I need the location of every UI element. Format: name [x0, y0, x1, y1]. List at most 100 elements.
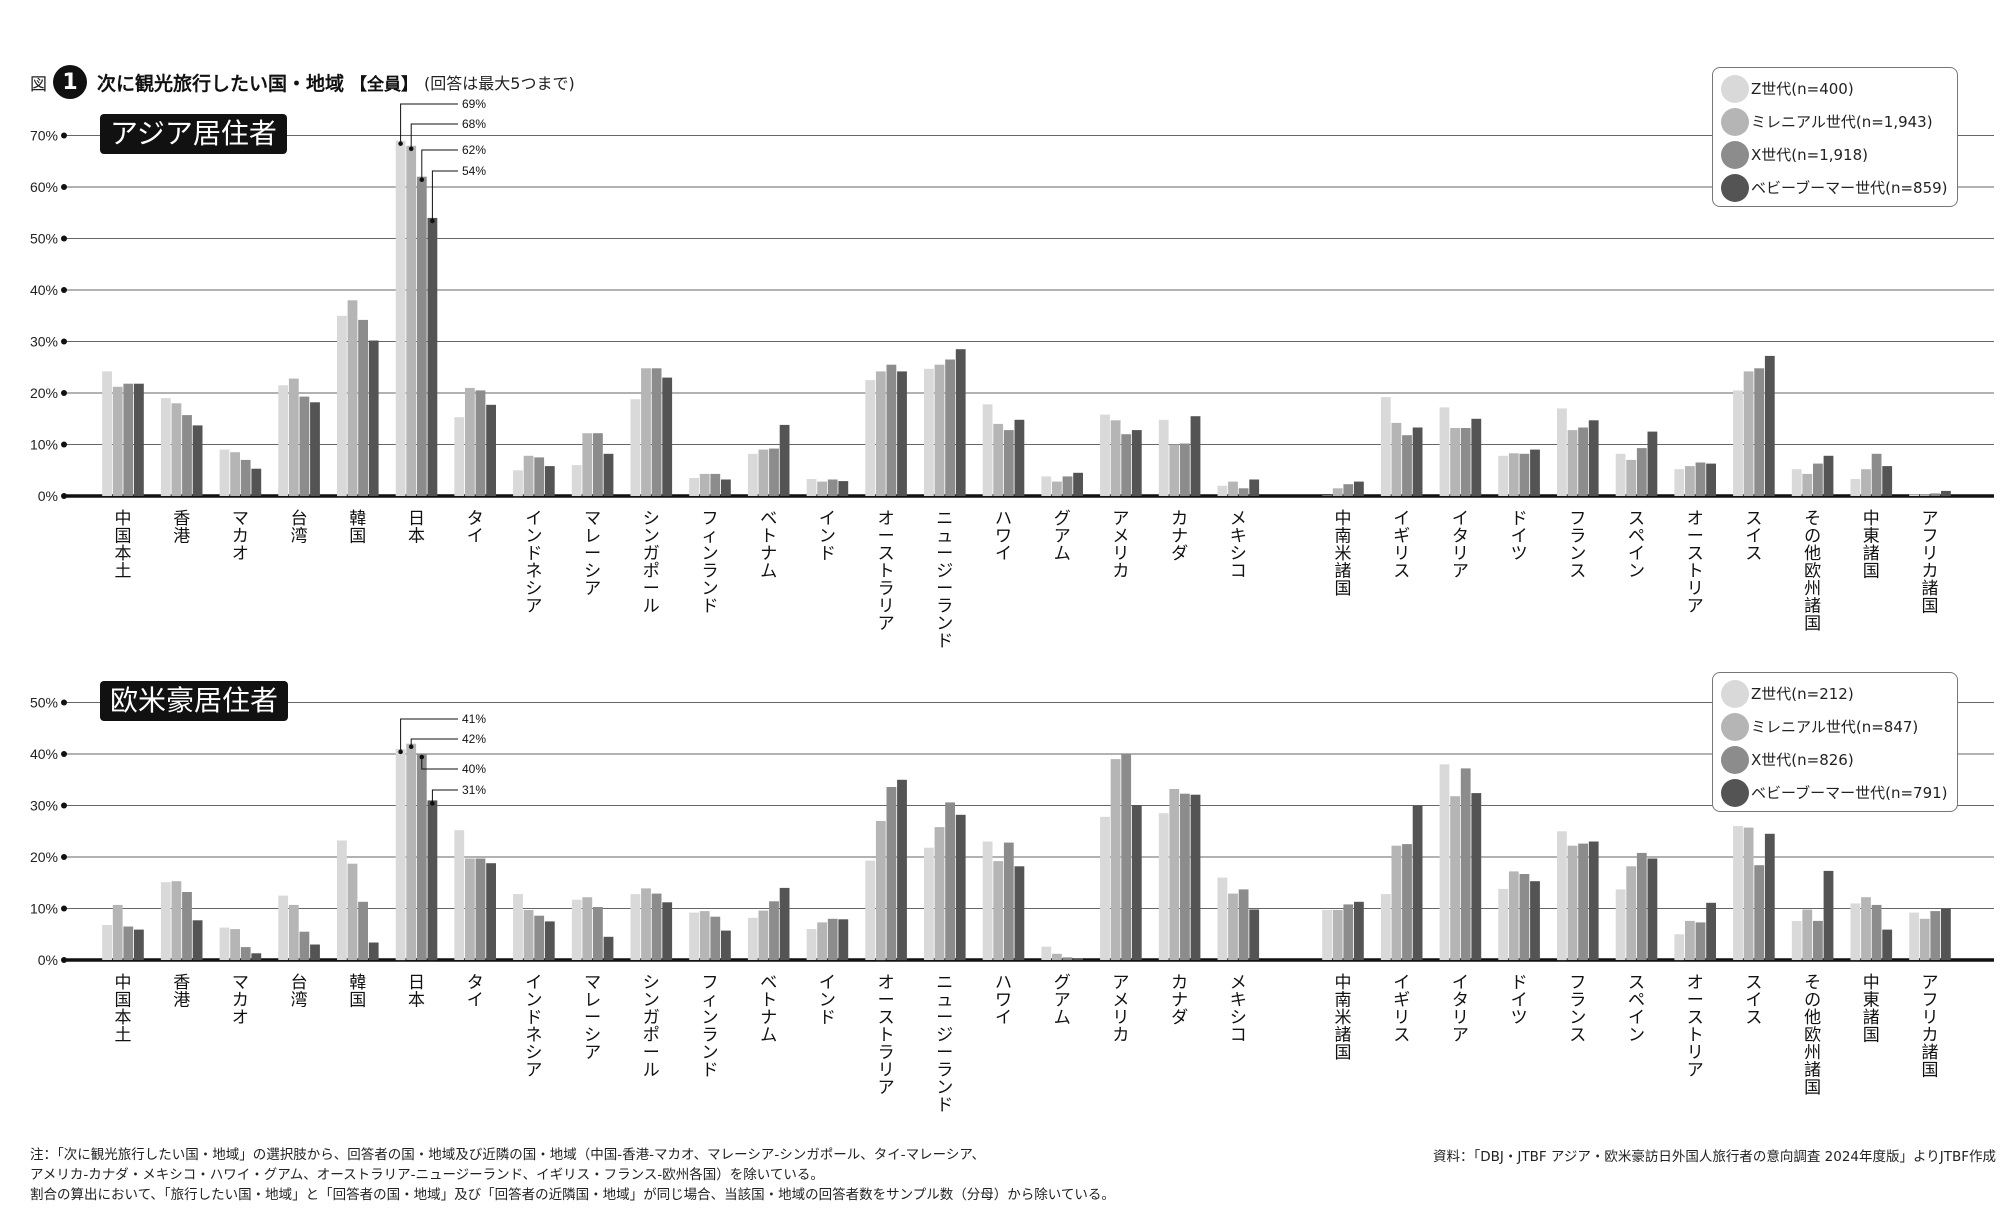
- category-label-char: 土: [115, 562, 132, 582]
- bar: [278, 895, 289, 960]
- bar: [1871, 904, 1882, 960]
- bar: [865, 860, 876, 960]
- bar: [955, 349, 966, 496]
- category-label-char: キ: [1230, 527, 1247, 547]
- category-label: カナダ: [1171, 973, 1188, 1028]
- bar: [1941, 490, 1951, 497]
- bar: [630, 399, 641, 496]
- category-label-char: ス: [1745, 973, 1762, 993]
- bar: [1674, 469, 1685, 496]
- bar: [641, 368, 651, 496]
- category-label-char: ア: [1922, 509, 1939, 529]
- category-label-char: ー: [936, 544, 953, 564]
- category-label-char: 国: [1335, 579, 1352, 599]
- bar: [886, 787, 897, 960]
- category-label-char: カ: [1922, 1026, 1939, 1046]
- bar: [1823, 870, 1834, 960]
- category-label-char: ド: [936, 1096, 953, 1116]
- bar: [875, 821, 886, 961]
- bar: [1180, 443, 1190, 496]
- category-label: フィンランド: [702, 973, 719, 1081]
- bar: [523, 455, 534, 496]
- category-label-char: メ: [1112, 527, 1129, 547]
- y-tick-label: 0%: [38, 952, 58, 968]
- category-label-char: ム: [760, 1026, 777, 1046]
- category-label: イタリア: [1452, 973, 1469, 1046]
- category-label-char: タ: [1452, 527, 1469, 547]
- bar: [1332, 488, 1343, 496]
- annotation-label: 40%: [462, 762, 486, 776]
- category-label-char: ン: [1569, 1008, 1586, 1028]
- bar: [593, 433, 603, 496]
- category-label: その他欧州諸国: [1804, 973, 1821, 1098]
- category-label-char: ー: [584, 544, 601, 564]
- bar: [1062, 476, 1073, 496]
- category-label-char: リ: [1687, 579, 1704, 599]
- legend-swatch: [1721, 107, 1749, 136]
- category-label-char: ス: [1393, 1026, 1410, 1046]
- legend-item: Z世代(n=212): [1713, 677, 1957, 710]
- bar: [769, 448, 779, 496]
- category-label-char: リ: [878, 1061, 895, 1081]
- legend-item: Z世代(n=400): [1713, 72, 1957, 105]
- category-label-char: ペ: [1628, 527, 1645, 547]
- category-label: アフリカ諸国: [1922, 973, 1939, 1081]
- category-label-char: リ: [878, 597, 895, 617]
- y-tick-label: 10%: [30, 437, 58, 453]
- bar: [651, 368, 662, 496]
- bar: [1041, 476, 1052, 496]
- category-label: アメリカ: [1112, 509, 1129, 582]
- bar: [1052, 481, 1062, 496]
- bar: [1041, 946, 1052, 960]
- bar: [513, 894, 523, 960]
- category-label: シンガポール: [643, 973, 660, 1081]
- category-label: ベトナム: [760, 509, 777, 582]
- bar: [1003, 430, 1014, 496]
- category-label-char: 他: [1804, 544, 1821, 564]
- category-label-char: ド: [819, 1008, 836, 1028]
- category-label-char: 諸: [1863, 1008, 1880, 1028]
- bar: [337, 315, 347, 497]
- annotation-label: 69%: [462, 97, 486, 111]
- y-tick-dot: [61, 441, 67, 448]
- annotation-leader: [400, 103, 458, 144]
- y-tick-label: 40%: [30, 746, 58, 762]
- bar: [240, 459, 251, 496]
- category-label-char: イ: [525, 973, 542, 993]
- category-label-char: ン: [702, 579, 719, 599]
- category-label-char: 本: [115, 1008, 132, 1028]
- y-tick-label: 60%: [30, 179, 58, 195]
- bar: [747, 917, 758, 960]
- category-label-char: ジ: [936, 1026, 953, 1046]
- category-label-char: ン: [702, 1043, 719, 1063]
- category-label-char: メ: [1230, 509, 1247, 529]
- bar: [924, 368, 934, 496]
- bar: [454, 417, 465, 496]
- category-label-char: ナ: [1171, 527, 1188, 547]
- legend-item: X世代(n=826): [1713, 743, 1957, 776]
- legend-label: ミレニアル世代(n=1,943): [1751, 113, 1933, 131]
- bar: [1578, 843, 1588, 960]
- legend-label: Z世代(n=212): [1751, 685, 1854, 703]
- category-label-char: 湾: [291, 991, 308, 1011]
- annotation-leader: [431, 789, 458, 804]
- legend-item: X世代(n=1,918): [1713, 138, 1957, 171]
- bar: [886, 364, 897, 496]
- category-label: 日本: [408, 973, 425, 1011]
- category-label-char: フ: [702, 973, 719, 993]
- category-label-char: イ: [995, 544, 1012, 564]
- bar: [721, 930, 731, 960]
- category-label-char: ス: [1393, 562, 1410, 582]
- bar: [1169, 444, 1180, 496]
- bar: [1343, 484, 1354, 496]
- category-label-char: ド: [525, 1008, 542, 1028]
- legend-swatch: [1721, 74, 1749, 103]
- legend-swatch: [1721, 712, 1749, 741]
- category-label: メキシコ: [1230, 973, 1247, 1046]
- bar: [1238, 488, 1249, 496]
- bar: [454, 830, 465, 960]
- category-label-char: フ: [1569, 973, 1586, 993]
- chart-main-title: 次に観光旅行したい国・地域: [97, 72, 345, 95]
- bar: [582, 433, 593, 496]
- bar: [593, 907, 603, 960]
